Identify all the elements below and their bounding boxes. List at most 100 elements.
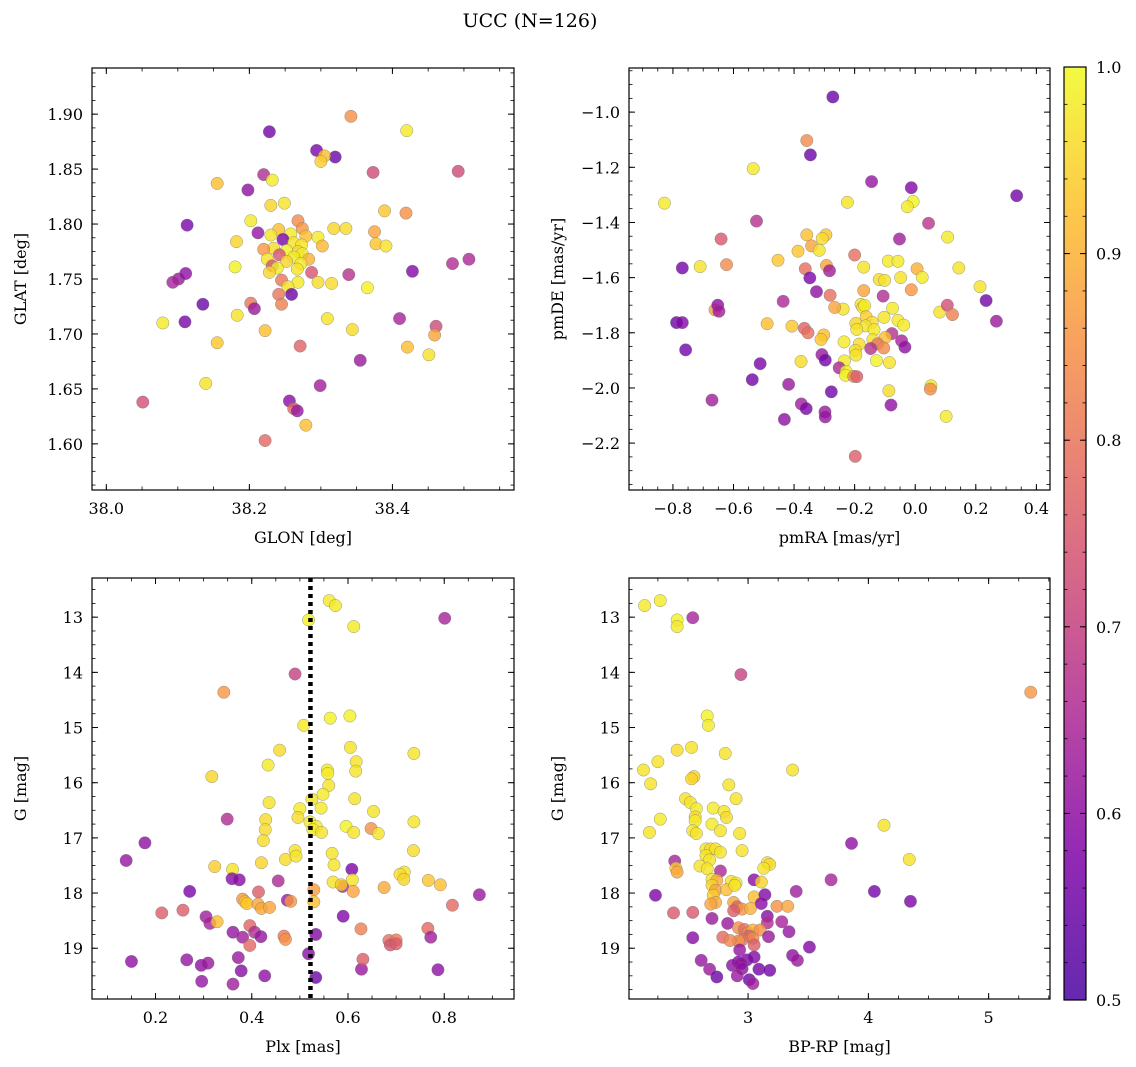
panel-glon-glat: 38.0 38.2 38.4 1.60 1.65 1.70 1.75 1.80 1.85 1.90… <box>11 67 515 547</box>
data-point <box>653 812 667 826</box>
data-point <box>263 900 277 914</box>
data-point <box>757 861 771 875</box>
colorbar-tick-label: 0.6 <box>1096 804 1121 823</box>
y-tick-label: 14 <box>63 663 83 682</box>
data-point <box>828 300 842 314</box>
data-point <box>857 260 871 274</box>
data-point <box>979 294 993 307</box>
data-point <box>973 280 987 294</box>
x-tick-label: 3 <box>743 1008 753 1027</box>
y-tick-label: 17 <box>600 829 620 848</box>
data-point <box>180 953 194 967</box>
data-point <box>790 953 804 967</box>
y-axis-label: G [mag] <box>11 756 30 821</box>
data-point <box>886 301 899 315</box>
data-point <box>397 872 411 886</box>
y-tick-label: 15 <box>600 719 620 738</box>
data-point <box>240 897 254 910</box>
data-point <box>794 355 808 368</box>
points-plx-g <box>119 594 486 991</box>
data-point <box>210 915 224 929</box>
data-point <box>321 766 335 780</box>
data-point <box>371 827 385 840</box>
data-point <box>344 109 358 123</box>
data-point <box>864 342 878 355</box>
data-point <box>713 845 727 859</box>
y-tick-label: 1.65 <box>47 380 83 399</box>
data-point <box>720 258 733 272</box>
data-point <box>290 404 304 418</box>
data-point <box>686 905 700 919</box>
data-point <box>754 875 768 889</box>
data-point <box>451 164 465 178</box>
data-point <box>293 339 307 353</box>
data-point <box>946 308 959 322</box>
data-point <box>750 214 763 228</box>
y-tick-label: 1.60 <box>47 435 83 454</box>
data-point <box>824 385 838 399</box>
colorbar-gradient <box>1064 67 1086 1000</box>
data-point <box>803 148 817 162</box>
data-point <box>334 878 348 892</box>
colorbar-tick-label: 0.5 <box>1096 991 1121 1010</box>
x-axis-label: BP-RP [mag] <box>788 1037 890 1056</box>
data-point <box>870 354 883 368</box>
data-point <box>849 348 863 362</box>
y-tick-label: 17 <box>63 829 83 848</box>
data-point <box>1010 189 1024 203</box>
data-point <box>199 376 213 390</box>
data-point <box>205 770 219 784</box>
data-point <box>367 804 380 818</box>
data-point <box>305 265 319 279</box>
data-point <box>284 894 298 908</box>
data-point <box>195 974 209 988</box>
y-tick-label: 1.70 <box>47 325 83 344</box>
data-point <box>810 285 823 299</box>
data-point <box>176 903 190 917</box>
data-point <box>119 854 133 867</box>
data-point <box>297 718 311 732</box>
data-point <box>848 449 862 463</box>
colorbar-tick-label: 0.9 <box>1096 245 1121 264</box>
data-point <box>939 409 953 423</box>
data-point <box>823 288 837 302</box>
data-point <box>138 836 152 850</box>
x-axis-label: GLON [deg] <box>254 528 352 547</box>
data-point <box>228 260 242 274</box>
data-point <box>320 312 334 326</box>
data-point <box>343 740 357 754</box>
data-point <box>786 763 800 777</box>
data-point <box>734 668 748 682</box>
data-point <box>877 310 891 324</box>
data-point <box>719 811 733 824</box>
data-point <box>446 257 459 271</box>
data-point <box>771 253 785 267</box>
data-point <box>729 792 743 806</box>
data-point <box>904 181 918 195</box>
data-point <box>710 970 724 984</box>
colorbar-tick-label: 0.7 <box>1096 618 1121 637</box>
data-point <box>288 667 302 681</box>
data-point <box>210 176 224 190</box>
data-point <box>183 884 197 898</box>
data-point <box>770 899 784 913</box>
data-point <box>368 225 381 239</box>
data-point <box>230 235 243 249</box>
data-point <box>220 812 234 826</box>
panel-pmra-pmde: −0.8 −0.6 −0.4 −0.2 0.0 0.2 0.4 −2.2 −2.0 −1.8 −1.… <box>548 67 1051 547</box>
data-point <box>201 956 215 970</box>
data-point <box>705 393 719 407</box>
data-point <box>156 316 170 330</box>
y-tick-label: 13 <box>63 608 83 627</box>
data-point <box>421 873 435 887</box>
data-point <box>179 267 193 280</box>
data-point <box>265 173 279 187</box>
y-axis-label: G [mag] <box>548 756 567 821</box>
data-point <box>262 796 276 810</box>
data-point <box>256 834 270 848</box>
data-point <box>379 239 393 253</box>
data-point <box>178 315 192 329</box>
data-point <box>328 150 342 164</box>
y-tick-label: 13 <box>600 608 620 627</box>
